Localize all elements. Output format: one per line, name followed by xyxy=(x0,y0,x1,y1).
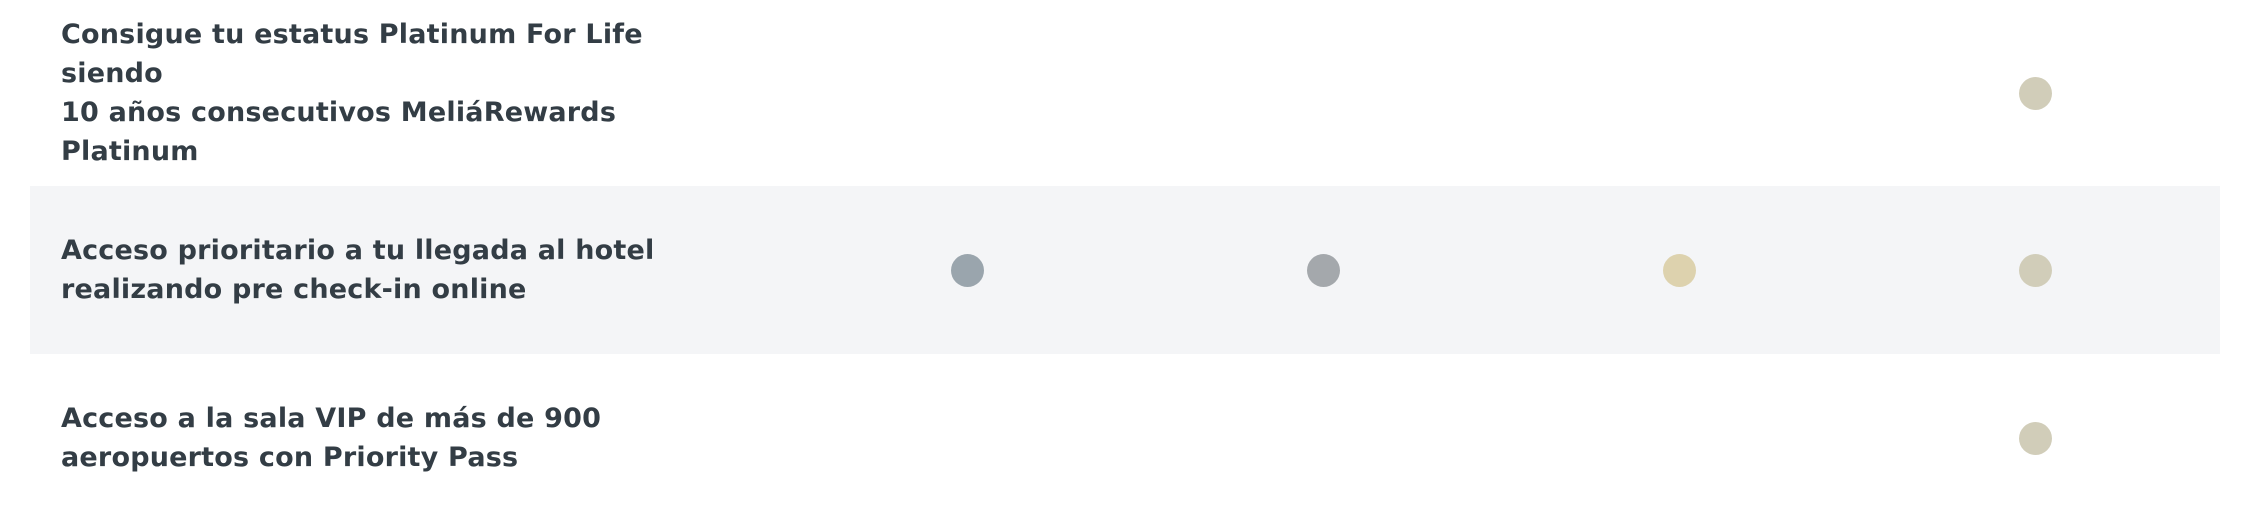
benefit-label: Acceso prioritario a tu llegada al hotel… xyxy=(61,235,655,305)
benefit-label: Acceso a la sala VIP de más de 900 aerop… xyxy=(61,403,602,473)
benefit-label: Consigue tu estatus Platinum For Life si… xyxy=(61,19,643,167)
benefit-row-vip-lounge: Acceso a la sala VIP de más de 900 aerop… xyxy=(30,354,2220,522)
tier-included-indicator xyxy=(2019,77,2052,110)
tier-included-indicator xyxy=(1307,254,1340,287)
benefit-row-platinum-for-life: Consigue tu estatus Platinum For Life si… xyxy=(30,0,2220,186)
tier-included-indicator xyxy=(1663,254,1696,287)
tier-included-indicator xyxy=(2019,422,2052,455)
benefits-comparison-table: Consigue tu estatus Platinum For Life si… xyxy=(30,0,2220,473)
tier-included-indicator xyxy=(951,254,984,287)
tier-included-indicator xyxy=(2019,254,2052,287)
benefit-row-priority-checkin: Acceso prioritario a tu llegada al hotel… xyxy=(30,186,2220,354)
